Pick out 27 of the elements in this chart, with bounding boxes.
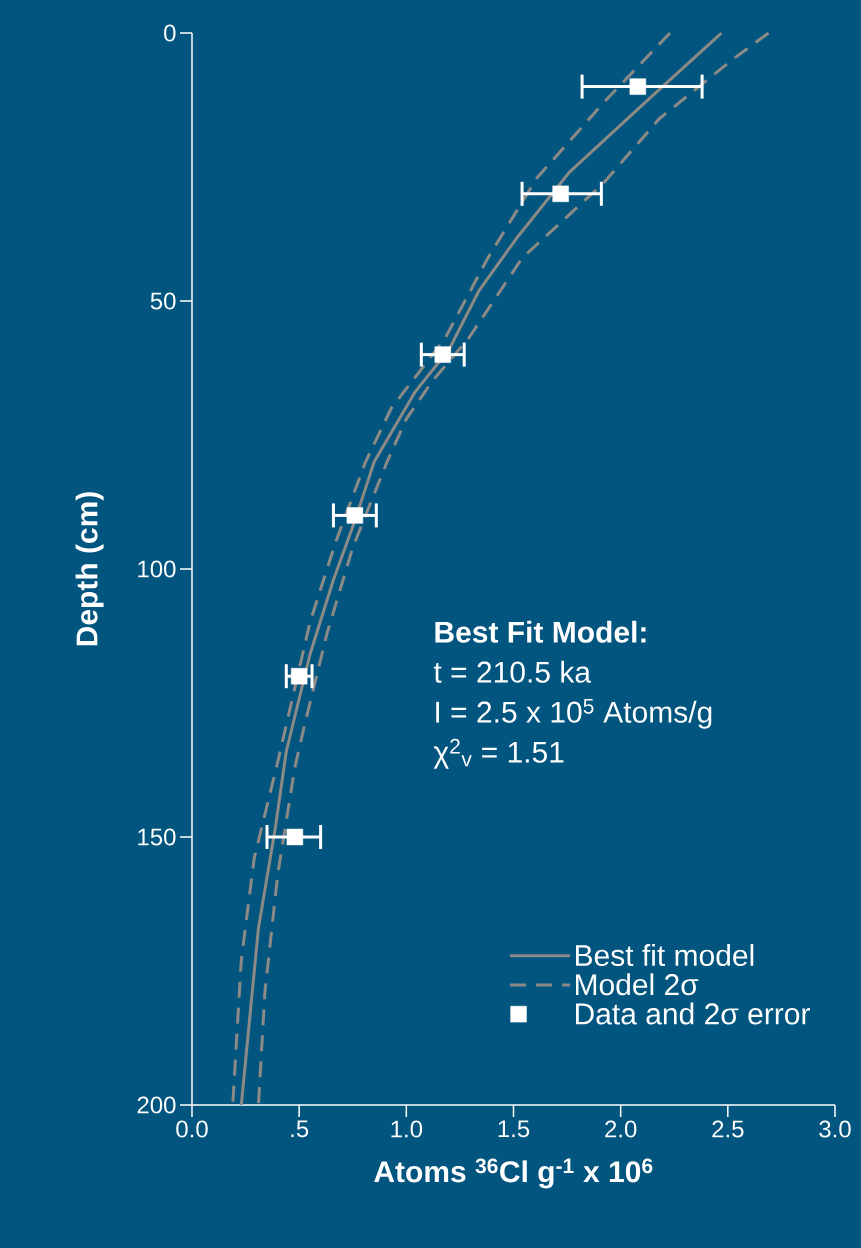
legend-label: Data and 2σ error <box>576 1002 810 1025</box>
y-tick-label: 50 <box>150 292 176 310</box>
point <box>629 78 647 95</box>
point <box>346 507 364 524</box>
legend-label: Model 2σ <box>576 973 699 996</box>
annotation: χ$^{2}$$_{v}$ = 1.51 <box>433 738 564 769</box>
x-tick-label: 3.0 <box>819 1120 851 1138</box>
annotation: Best Fit Model: <box>435 620 646 643</box>
y-tick-label: 150 <box>138 828 176 846</box>
legend-label: Best fit model <box>576 944 754 967</box>
x-tick-label: .5 <box>291 1120 309 1138</box>
y-tick-label: 200 <box>137 1096 176 1114</box>
y-axis-title: Depth (cm) <box>75 492 104 646</box>
point <box>286 828 304 846</box>
x-tick-label: 1.0 <box>391 1120 423 1138</box>
y-tick-label: 100 <box>138 560 176 578</box>
annotation: I = 2.5 x 10$^{5}$ Atoms/g <box>436 699 712 729</box>
point <box>552 185 569 203</box>
x-tick-label: 2.0 <box>605 1120 637 1138</box>
x-tick-label: 1.5 <box>498 1120 530 1138</box>
point <box>290 668 308 685</box>
x-tick-label: 0.0 <box>176 1120 208 1138</box>
x-tick-label: 2.5 <box>712 1120 744 1138</box>
point <box>434 346 451 363</box>
annotation: t = 210.5 ka <box>433 660 592 683</box>
x-axis-title: Atoms $^{36}$Cl g$^{-1}$ x 10$^{6}$ <box>374 1158 653 1189</box>
y-tick-label: 0 <box>164 24 176 42</box>
